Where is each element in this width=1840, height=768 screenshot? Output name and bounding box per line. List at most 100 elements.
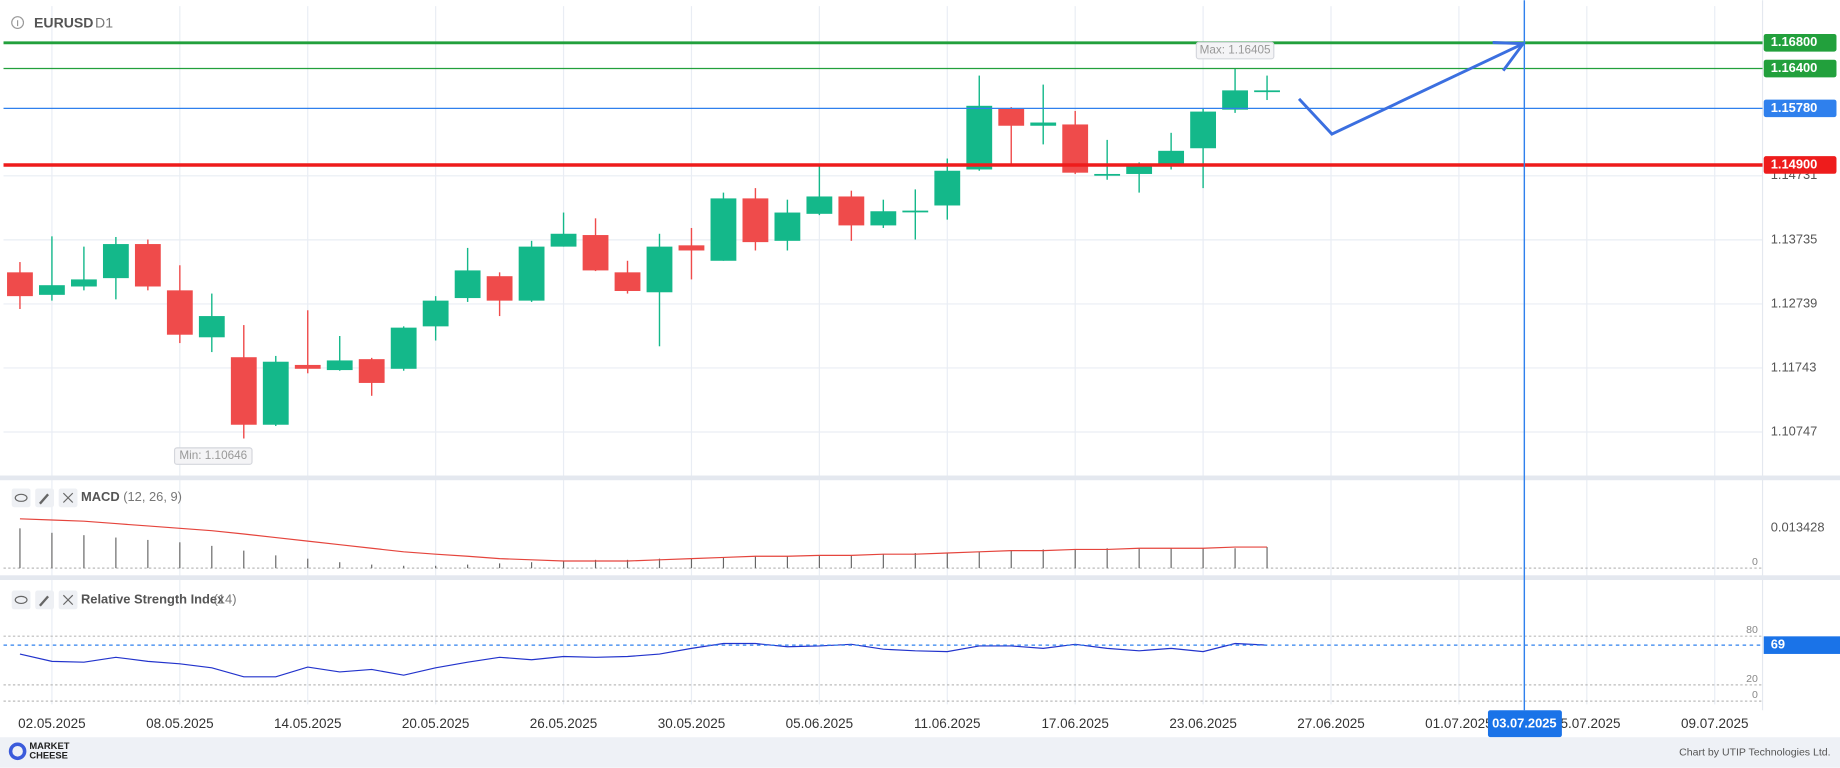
candle-body	[902, 210, 929, 213]
credit: Chart by UTIP Technologies Ltd.	[1679, 746, 1830, 758]
candle-body	[550, 233, 577, 247]
price-level-tag	[1763, 33, 1837, 52]
price-level-tag	[1763, 59, 1837, 78]
rsi-toolbar	[11, 590, 78, 610]
candle-body	[262, 361, 289, 425]
y-tick-label: 1.12739	[1771, 295, 1818, 310]
signal-line	[19, 518, 1268, 562]
candle-body	[742, 198, 769, 243]
candle-body	[422, 300, 449, 327]
wrench-icon	[39, 595, 49, 607]
candle-body	[7, 272, 33, 297]
candle-body	[646, 246, 673, 293]
candle-body	[486, 276, 513, 301]
candle-body	[774, 212, 801, 241]
extreme-tag	[1195, 41, 1275, 60]
y-tick-label: 1.10747	[1771, 423, 1818, 438]
candle-body	[518, 246, 545, 301]
y-tick-label: 1.11743	[1771, 359, 1817, 374]
extreme-tag	[173, 447, 253, 465]
symbol: EURUSD	[34, 14, 93, 30]
close-icon	[62, 492, 74, 503]
logo-icon	[8, 742, 27, 761]
eye-button[interactable]	[11, 488, 31, 508]
candle-body	[838, 196, 865, 226]
candle-body	[198, 316, 225, 338]
y-tick-label: 0	[1752, 689, 1758, 701]
price-level-tag	[1763, 99, 1837, 118]
timeframe: D1	[95, 14, 113, 30]
candle-body	[934, 170, 961, 206]
current-value-label: 69	[1771, 637, 1785, 652]
y-tick-label: 0	[1752, 556, 1758, 568]
eye-icon	[14, 595, 28, 605]
candle-body	[1158, 150, 1185, 166]
info-icon[interactable]	[11, 16, 25, 30]
candle-body	[294, 364, 321, 369]
candle-body	[614, 272, 641, 291]
eye-button[interactable]	[11, 590, 31, 610]
candle-body	[326, 360, 353, 371]
candle-body	[1222, 90, 1248, 110]
x-tick-label: 30.05.2025	[658, 716, 726, 731]
x-tick-label: 17.06.2025	[1041, 716, 1109, 731]
candle-body	[39, 285, 65, 295]
price-level-tag	[1763, 156, 1837, 174]
candle-body	[166, 290, 193, 335]
x-tick-label: 14.05.2025	[274, 716, 342, 731]
extreme-label: Min: 1.10646	[179, 449, 247, 462]
wrench-icon	[39, 493, 49, 505]
footer	[0, 737, 1840, 768]
y-tick-label: 1.13735	[1771, 231, 1818, 246]
candle-body	[966, 105, 993, 170]
x-tick-label: 23.06.2025	[1169, 716, 1237, 731]
eye-icon	[14, 493, 28, 502]
indicator-title: Relative Strength Index	[81, 591, 225, 606]
pane-separator	[0, 475, 1840, 481]
logo-text: CHEESE	[29, 750, 68, 760]
price-level-label: 1.14900	[1771, 156, 1818, 171]
candle-body	[230, 357, 257, 425]
x-tick-label: 02.05.2025	[18, 716, 86, 731]
candle-body	[806, 196, 833, 214]
logo-text: MARKET	[29, 741, 69, 751]
candle-body	[1094, 173, 1121, 176]
x-tick-label: 11.06.2025	[914, 716, 981, 731]
extreme-label: Max: 1.16405	[1200, 44, 1271, 57]
candle-body	[678, 245, 705, 251]
candle-body	[1126, 165, 1153, 174]
current-value-tag	[1763, 636, 1840, 654]
indicator-title: MACD	[81, 489, 120, 504]
candle-body	[134, 244, 161, 287]
candle-body	[710, 198, 737, 261]
macd-toolbar	[11, 488, 78, 508]
candle-body	[102, 244, 129, 279]
x-tick-label: 05.06.2025	[786, 716, 854, 731]
x-tick-label: 26.05.2025	[530, 716, 598, 731]
candle-body	[1030, 122, 1057, 126]
indicator-params: (12, 26, 9)	[123, 489, 182, 504]
indicator-params: (14)	[214, 591, 237, 606]
price-level-label: 1.16800	[1771, 34, 1818, 49]
x-tick-label: 05.07.2025	[1553, 716, 1621, 731]
marks-layer: 02.05.2025 08.05.2025 14.05.2025 20.05.2025…	[3, 41, 1825, 731]
x-tick-label: 20.05.2025	[402, 716, 470, 731]
price-level-label: 1.16400	[1771, 60, 1818, 75]
pane-separator	[0, 575, 1840, 580]
candle-body	[70, 279, 97, 287]
candle-body	[870, 211, 897, 226]
y-tick-label: 0.013428	[1771, 520, 1825, 535]
candle-body	[582, 235, 609, 271]
candle-body	[390, 327, 417, 369]
candle-body	[998, 108, 1025, 126]
drawn-arrow[interactable]	[1297, 42, 1524, 136]
x-tick-label: 09.07.2025	[1681, 716, 1749, 731]
x-tick-label: 08.05.2025	[146, 716, 214, 731]
crosshair-label: 03.07.2025	[1492, 716, 1557, 731]
rsi-line	[19, 642, 1268, 678]
y-tick-label: 20	[1746, 673, 1758, 685]
x-tick-label: 01.07.2025	[1425, 716, 1493, 731]
